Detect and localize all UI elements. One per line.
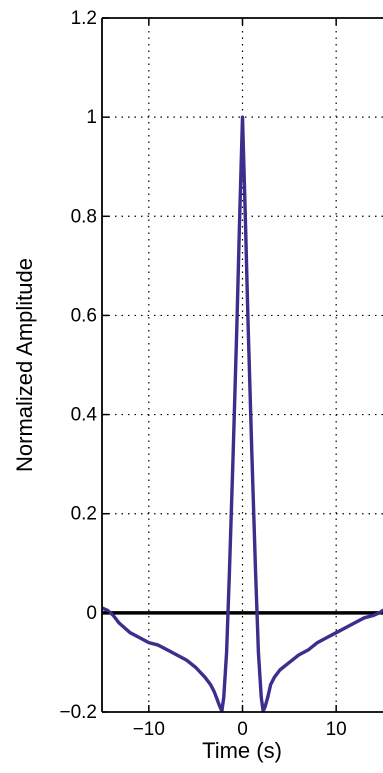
y-axis-label: Normalized Amplitude xyxy=(12,258,37,472)
y-tick-label-5: 0.8 xyxy=(71,206,97,227)
y-tick-label-6: 1 xyxy=(86,107,97,128)
y-tick-label-1: 0 xyxy=(86,603,97,624)
x-tick-label-1: 0 xyxy=(237,719,248,740)
y-tick-label-0: −0.2 xyxy=(59,702,97,723)
x-tick-label-0: −10 xyxy=(133,719,165,740)
y-tick-label-7: 1.2 xyxy=(71,8,97,29)
axes xyxy=(101,17,383,713)
y-tick-label-4: 0.6 xyxy=(71,305,97,326)
series-layer xyxy=(102,115,383,712)
x-axis-label: Time (s) xyxy=(202,738,282,763)
y-tick-label-3: 0.4 xyxy=(71,405,98,426)
y-tick-label-2: 0.2 xyxy=(71,504,97,525)
tick-labels: −10 0 10 −0.2 0 0.2 0.4 0.6 0.8 1 1.2 xyxy=(59,8,346,740)
x-tick-label-2: 10 xyxy=(326,719,347,740)
series-line-0 xyxy=(102,115,383,712)
